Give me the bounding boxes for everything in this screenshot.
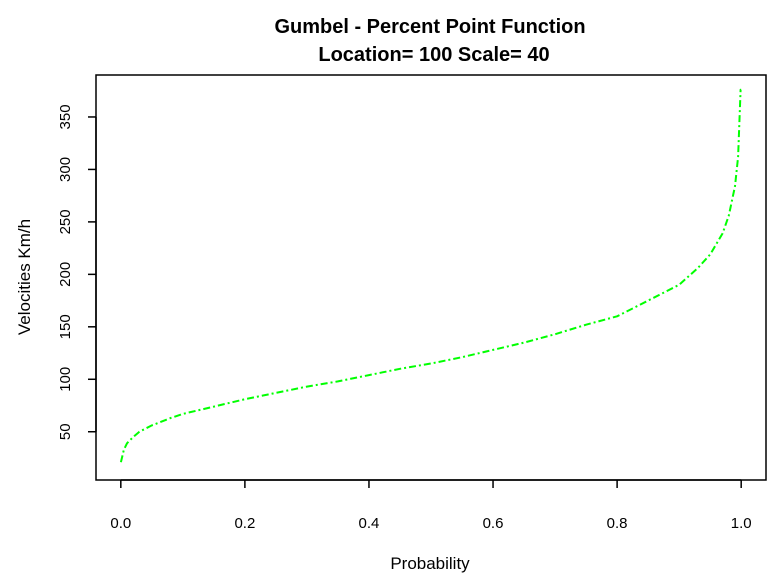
- x-axis: 0.0 0.2 0.4 0.6 0.8 1.0: [110, 479, 752, 532]
- plot-frame: [95, 74, 767, 481]
- chart-title: Gumbel - Percent Point Function: [274, 16, 585, 38]
- y-tick-label: 200: [57, 262, 74, 287]
- x-tick-label: 0.6: [483, 515, 504, 532]
- y-tick-label: 100: [57, 367, 74, 392]
- y-tick-label: 150: [57, 314, 74, 339]
- y-tick-label: 300: [57, 157, 74, 182]
- series-line: [119, 88, 742, 463]
- y-axis-label: Velocities Km/h: [15, 219, 34, 335]
- y-tick-label: 350: [57, 104, 74, 129]
- y-tick-label: 50: [57, 423, 74, 440]
- x-axis-label: Probability: [390, 554, 470, 573]
- x-tick-label: 0.8: [607, 515, 628, 532]
- x-tick-label: 0.4: [359, 515, 380, 532]
- y-tick-label: 250: [57, 209, 74, 234]
- chart-subtitle: Location= 100 Scale= 40: [318, 44, 549, 66]
- x-tick-label: 1.0: [731, 515, 752, 532]
- x-tick-label: 0.2: [234, 515, 255, 532]
- series-layer: [119, 88, 742, 463]
- x-tick-label: 0.0: [110, 515, 131, 532]
- y-axis: 50 100 150 200 250 300 350: [57, 104, 97, 440]
